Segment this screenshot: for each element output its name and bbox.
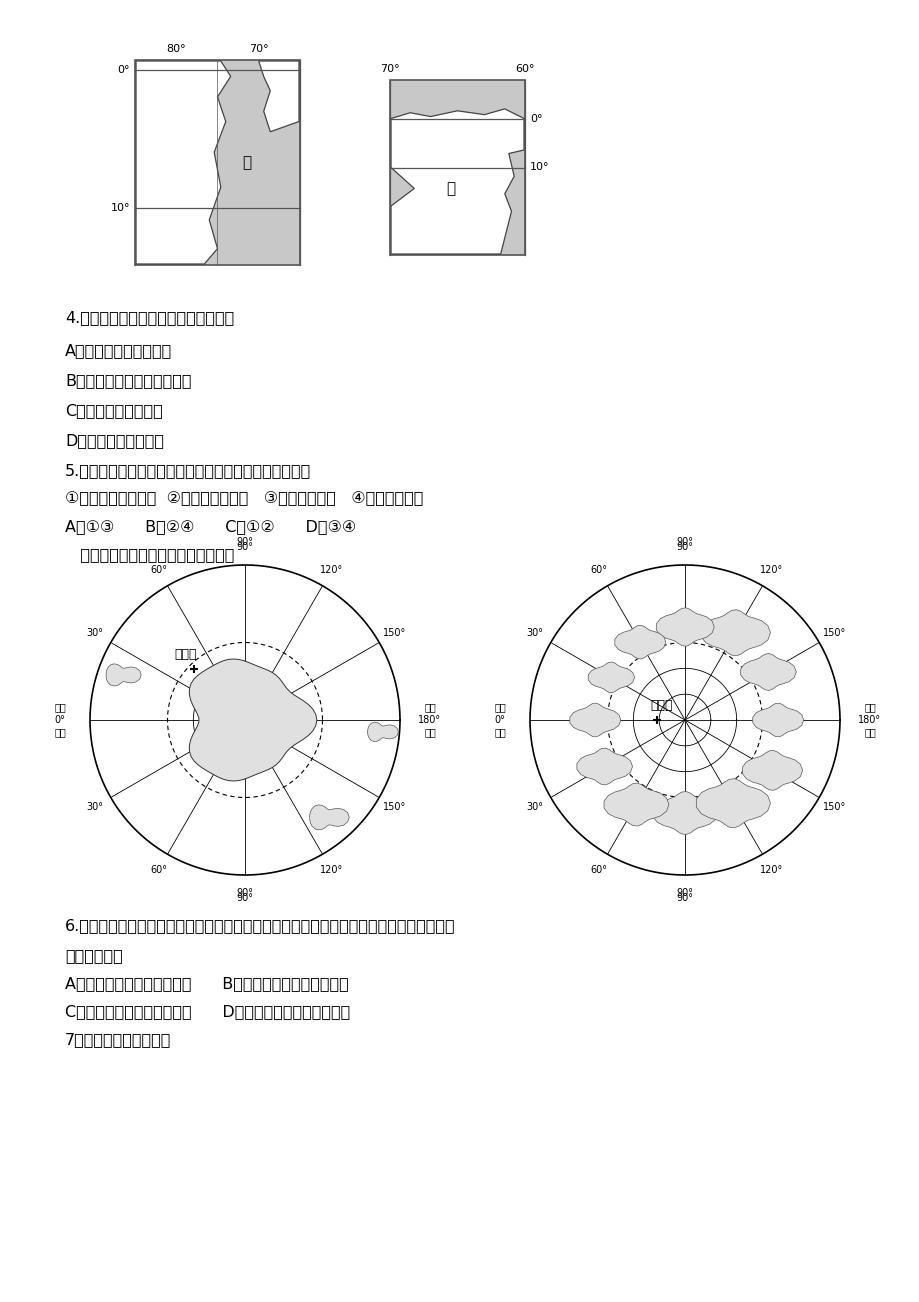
Polygon shape: [614, 625, 665, 659]
Text: 150°: 150°: [823, 802, 845, 811]
Text: 60°: 60°: [589, 865, 607, 875]
Text: 90°: 90°: [236, 888, 254, 898]
Text: 10°: 10°: [529, 163, 549, 172]
Text: 90°: 90°: [675, 542, 693, 552]
Polygon shape: [752, 703, 803, 737]
Text: 70°: 70°: [249, 44, 268, 53]
Text: 90°: 90°: [236, 536, 254, 547]
Text: 6.我国一艘科学考察船从长城站附近出发，沿地球的自转方向绕南极洲航行一周，经过大洋: 6.我国一艘科学考察船从长城站附近出发，沿地球的自转方向绕南极洲航行一周，经过大…: [65, 918, 455, 934]
Text: 90°: 90°: [675, 536, 693, 547]
Text: ①经过直布罗陀海峡  ②经过巴拿马运河   ③先逆流后顺流   ④先顺流后逆流: ①经过直布罗陀海峡 ②经过巴拿马运河 ③先逆流后顺流 ④先顺流后逆流: [65, 491, 423, 506]
Text: 120°: 120°: [320, 865, 343, 875]
Text: 黄河站: 黄河站: [650, 699, 672, 712]
Text: 30°: 30°: [86, 629, 104, 638]
Polygon shape: [368, 723, 398, 742]
Text: 西经
180°
东经: 西经 180° 东经: [857, 703, 880, 737]
Polygon shape: [310, 805, 349, 829]
Polygon shape: [189, 659, 316, 781]
Polygon shape: [136, 61, 231, 264]
Text: A、①③      B、②④      C、①②      D、③④: A、①③ B、②④ C、①② D、③④: [65, 519, 356, 534]
Polygon shape: [696, 779, 769, 828]
Text: 0°: 0°: [529, 113, 542, 124]
Polygon shape: [700, 609, 769, 656]
Polygon shape: [391, 109, 524, 254]
Bar: [390, 79, 525, 255]
Text: 60°: 60°: [150, 865, 167, 875]
Text: 90°: 90°: [675, 888, 693, 898]
Text: 的先后顺序是: 的先后顺序是: [65, 948, 122, 963]
Text: 150°: 150°: [383, 802, 406, 811]
Text: D、乙国沿海冬雨夏干: D、乙国沿海冬雨夏干: [65, 434, 164, 448]
Polygon shape: [655, 608, 713, 646]
Text: 30°: 30°: [526, 629, 543, 638]
Polygon shape: [258, 61, 299, 132]
Polygon shape: [587, 661, 634, 693]
Text: B、乙国沿海为热带雨林气候: B、乙国沿海为热带雨林气候: [65, 372, 191, 388]
Text: 60°: 60°: [589, 565, 607, 575]
Text: 甲: 甲: [243, 155, 252, 171]
Polygon shape: [569, 703, 620, 737]
Text: 0°: 0°: [118, 65, 130, 76]
Text: 70°: 70°: [380, 64, 400, 74]
Text: 90°: 90°: [236, 542, 254, 552]
Polygon shape: [742, 750, 801, 790]
Polygon shape: [604, 783, 668, 825]
Text: C、大西洋、太平洋、印度洋      D、太平洋、印度洋、大西洋: C、大西洋、太平洋、印度洋 D、太平洋、印度洋、大西洋: [65, 1004, 350, 1019]
Text: 30°: 30°: [86, 802, 104, 811]
Text: 120°: 120°: [320, 565, 343, 575]
Text: 120°: 120°: [759, 865, 782, 875]
Text: C、甲国沿海降水稀少: C、甲国沿海降水稀少: [65, 404, 163, 418]
Text: 东经
0°
西经: 东经 0° 西经: [54, 703, 66, 737]
Text: 东经
180°
西经: 东经 180° 西经: [418, 703, 441, 737]
Polygon shape: [106, 664, 141, 686]
Text: A、大西洋、印度洋、太平洋      B、太平洋、大西洋、印度洋: A、大西洋、印度洋、太平洋 B、太平洋、大西洋、印度洋: [65, 976, 348, 991]
Text: 80°: 80°: [166, 44, 186, 53]
Text: 乙: 乙: [446, 181, 455, 197]
Text: 10°: 10°: [110, 203, 130, 212]
Text: 30°: 30°: [526, 802, 543, 811]
Polygon shape: [576, 749, 632, 785]
Text: 60°: 60°: [150, 565, 167, 575]
Text: 90°: 90°: [675, 893, 693, 904]
Text: A、甲国沿海干湿季分明: A、甲国沿海干湿季分明: [65, 342, 172, 358]
Text: 长城站: 长城站: [175, 648, 197, 661]
Text: 5.乘船从乙国北部沿海到甲国西部沿海，按最近路线航行: 5.乘船从乙国北部沿海到甲国西部沿海，按最近路线航行: [65, 464, 311, 478]
Text: 120°: 120°: [759, 565, 782, 575]
Text: 150°: 150°: [383, 629, 406, 638]
Text: 60°: 60°: [515, 64, 534, 74]
Polygon shape: [740, 654, 796, 690]
Text: 7、黄河站位于长城站的: 7、黄河站位于长城站的: [65, 1032, 171, 1047]
Text: 90°: 90°: [236, 893, 254, 904]
Bar: [135, 60, 300, 266]
Text: 读两极地区示意图，完成下列各题。: 读两极地区示意图，完成下列各题。: [65, 547, 234, 562]
Text: 4.关于两国沿海气候的叙述，正确的是: 4.关于两国沿海气候的叙述，正确的是: [65, 310, 234, 326]
Text: 150°: 150°: [823, 629, 845, 638]
Polygon shape: [652, 792, 717, 835]
Text: 东经
0°
西经: 东经 0° 西经: [494, 703, 505, 737]
